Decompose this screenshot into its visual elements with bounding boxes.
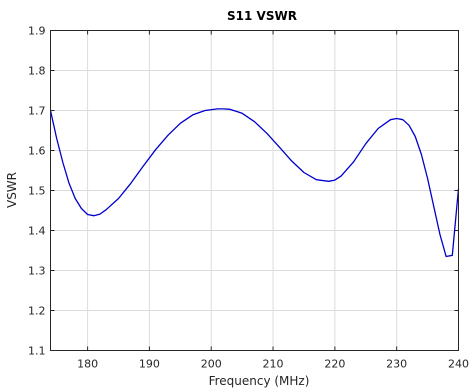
x-tick-label: 180 [77,358,98,371]
y-tick-label: 1.2 [28,305,46,318]
y-tick-label: 1.3 [28,265,46,278]
y-tick-label: 1.8 [28,65,46,78]
x-tick-label: 240 [448,358,469,371]
vswr-series-line [49,108,460,258]
series-layer [49,108,460,258]
x-tick-label: 200 [201,358,222,371]
plot-area-frame [50,30,459,351]
x-axis-title: Frequency (MHz) [209,374,310,388]
y-tick-label: 1.9 [28,25,46,38]
x-tick-label: 210 [263,358,284,371]
y-tick-label: 1.1 [28,345,46,358]
y-tick-label: 1.5 [28,185,46,198]
y-tick-label: 1.4 [28,225,46,238]
x-tick-label: 230 [386,358,407,371]
x-tick-label: 220 [324,358,345,371]
y-tick-label: 1.6 [28,145,46,158]
grid [50,30,459,351]
y-axis-title: VSWR [5,172,19,208]
x-tick-label: 190 [139,358,160,371]
y-tick-labels: 1.1 1.2 1.3 1.4 1.5 1.6 1.7 1.8 1.9 [28,25,46,358]
x-tick-labels: 180 190 200 210 220 230 240 [77,358,469,371]
chart-title: S11 VSWR [227,9,297,23]
y-tick-label: 1.7 [28,105,46,118]
